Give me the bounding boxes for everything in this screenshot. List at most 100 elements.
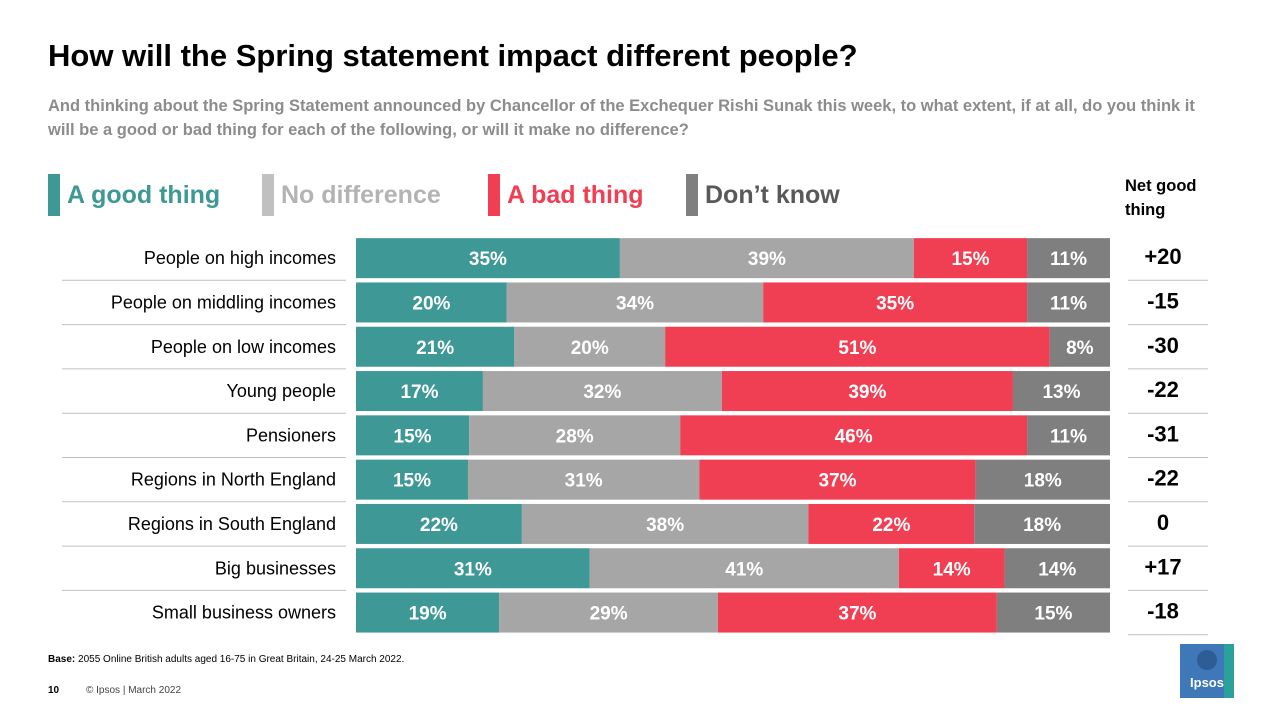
category-label: Big businesses [215, 558, 336, 578]
bar-segment-dont-know [1027, 238, 1110, 279]
legend-swatch-dont-know [686, 174, 698, 216]
data-label-no-difference: 28% [556, 426, 594, 447]
data-label-good: 20% [412, 293, 450, 314]
data-label-good: 35% [469, 249, 507, 270]
bar-segment-good [356, 326, 515, 367]
page-title: How will the Spring statement impact dif… [48, 38, 858, 73]
data-label-dont-know: 11% [1050, 249, 1087, 270]
data-label-bad: 37% [818, 471, 856, 492]
legend-item-bad: A bad thing [488, 174, 644, 216]
data-label-bad: 14% [933, 559, 971, 580]
bar-segment-bad [898, 548, 1005, 589]
data-label-bad: 37% [838, 604, 876, 625]
net-good-header: Net good thing [1125, 177, 1197, 219]
bar-segment-no-difference [619, 238, 914, 279]
bar-segment-bad [808, 503, 975, 544]
logo-mark-icon [1197, 650, 1217, 670]
bar-segment-dont-know [1027, 415, 1110, 456]
base-label: Base: [48, 654, 76, 665]
bar-segment-good [356, 282, 507, 323]
legend-swatch-no-difference [262, 174, 274, 216]
bar-segment-good [356, 238, 620, 279]
bar-segment-no-difference [521, 503, 809, 544]
logo-accent [1224, 644, 1234, 698]
bar-segment-no-difference [589, 548, 899, 589]
data-label-good: 22% [420, 515, 458, 536]
category-label: Regions in North England [131, 470, 336, 490]
net-good-value: +17 [1144, 554, 1181, 579]
bar-segment-no-difference [482, 371, 722, 412]
legend-item-dont-know: Don’t know [686, 174, 840, 216]
data-label-dont-know: 8% [1066, 338, 1094, 359]
question-text: And thinking about the Spring Statement … [48, 97, 1195, 139]
bar-segment-bad [680, 415, 1028, 456]
page-number: 10 [48, 685, 60, 696]
data-label-good: 15% [393, 471, 431, 492]
net-good-value: -22 [1147, 377, 1179, 402]
data-label-dont-know: 18% [1024, 471, 1062, 492]
data-label-bad: 35% [876, 293, 914, 314]
bar-segment-bad [665, 326, 1050, 367]
bar-segment-good [356, 459, 468, 500]
data-label-bad: 46% [835, 426, 873, 447]
bar-segment-no-difference [506, 282, 764, 323]
net-good-value: -31 [1147, 421, 1179, 446]
bar-segment-dont-know [1027, 282, 1110, 323]
category-label: Pensioners [246, 425, 336, 445]
data-label-dont-know: 11% [1050, 293, 1087, 314]
net-good-value: -15 [1147, 288, 1179, 313]
bar-segment-dont-know [1012, 371, 1110, 412]
data-label-good: 19% [409, 604, 447, 625]
bar-segment-good [356, 503, 522, 544]
bar-segment-good [356, 371, 483, 412]
category-label: People on high incomes [144, 248, 336, 268]
net-good-value: +20 [1144, 244, 1181, 269]
data-label-no-difference: 32% [583, 382, 621, 403]
net-good-value: -30 [1147, 333, 1179, 358]
bar-segment-no-difference [499, 592, 718, 633]
data-label-no-difference: 38% [646, 515, 684, 536]
bar-segment-bad [721, 371, 1013, 412]
category-label: People on low incomes [151, 337, 336, 357]
category-label: Regions in South England [128, 514, 336, 534]
legend-item-good: A good thing [48, 174, 220, 216]
base-text: 2055 Online British adults aged 16-75 in… [75, 654, 405, 665]
category-label: Small business owners [152, 603, 336, 623]
data-label-dont-know: 15% [1034, 604, 1072, 625]
data-label-bad: 22% [872, 515, 910, 536]
data-label-good: 15% [394, 426, 432, 447]
bar-segment-bad [763, 282, 1028, 323]
legend-label-no-difference: No difference [281, 180, 441, 209]
net-good-value: -18 [1147, 599, 1179, 624]
legend-label-dont-know: Don’t know [705, 180, 840, 209]
category-label: People on middling incomes [111, 292, 336, 312]
bar-segment-no-difference [469, 415, 681, 456]
bar-segment-dont-know [974, 503, 1110, 544]
bar-segment-no-difference [467, 459, 700, 500]
bar-segment-dont-know [975, 459, 1110, 500]
data-label-good: 17% [400, 382, 438, 403]
data-label-dont-know: 14% [1038, 559, 1076, 580]
bar-segment-bad [913, 238, 1028, 279]
data-label-no-difference: 39% [748, 249, 786, 270]
legend-label-good: A good thing [67, 180, 221, 209]
data-label-no-difference: 20% [571, 338, 609, 359]
data-label-bad: 51% [838, 338, 876, 359]
bar-segment-good [356, 548, 590, 589]
data-label-bad: 39% [848, 382, 886, 403]
legend-item-no-difference: No difference [262, 174, 441, 216]
legend-swatch-good [48, 174, 60, 216]
bar-segment-dont-know [996, 592, 1110, 633]
base-note: Base: 2055 Online British adults aged 16… [48, 654, 404, 665]
copyright: © Ipsos | March 2022 [86, 685, 182, 696]
bar-segment-no-difference [514, 326, 666, 367]
data-label-good: 21% [416, 338, 454, 359]
data-label-good: 31% [454, 559, 492, 580]
bar-segment-bad [717, 592, 997, 633]
bar-segment-dont-know [1004, 548, 1110, 589]
data-label-no-difference: 34% [616, 293, 654, 314]
data-label-dont-know: 18% [1023, 515, 1061, 536]
bar-segment-good [356, 415, 470, 456]
data-label-dont-know: 11% [1050, 426, 1087, 447]
